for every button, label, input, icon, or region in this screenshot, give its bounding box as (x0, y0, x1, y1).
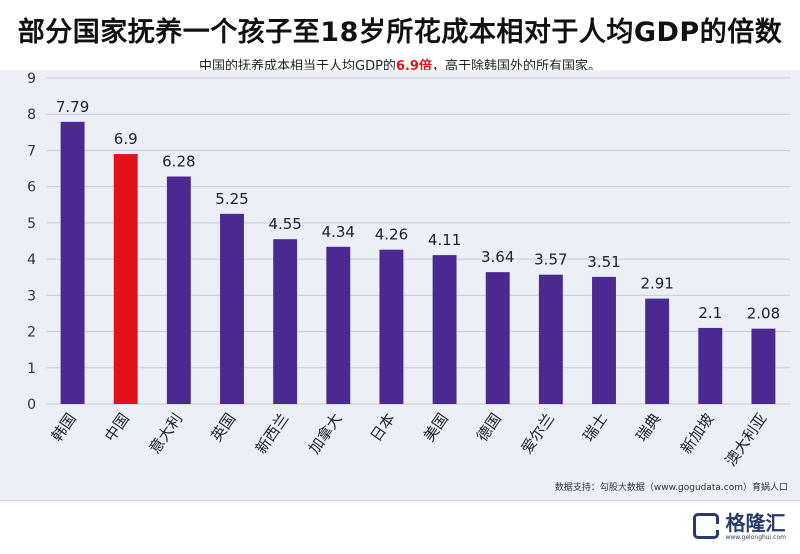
data-label: 6.28 (162, 153, 195, 171)
y-tick-label: 8 (27, 107, 36, 123)
logo: 格隆汇 www.gelonghui.com (693, 510, 786, 542)
bar (220, 213, 244, 404)
y-tick-label: 4 (27, 252, 36, 268)
chart-panel: 0 1 2 3 4 5 6 7 8 9 7.79 韩国 6.9 中国 6.28 意大利 5.25 英国 4.55 新西… (0, 70, 800, 500)
x-tick-label: 德国 (473, 410, 505, 445)
bar (326, 246, 351, 404)
chart-title: 部分国家抚养一个孩子至18岁所花成本相对于人均GDP的倍数 (17, 17, 783, 48)
data-label: 3.51 (587, 253, 620, 271)
data-label: 6.9 (114, 130, 138, 148)
logo-icon (693, 513, 720, 539)
x-tick-label: 美国 (420, 410, 452, 445)
bar (379, 249, 404, 404)
x-tick-label: 瑞士 (579, 410, 611, 445)
y-tick-label: 3 (27, 288, 36, 304)
bar (645, 298, 670, 404)
x-tick-label: 韩国 (48, 410, 80, 445)
x-tick-label: 澳大利亚 (722, 410, 771, 469)
y-tick-label: 2 (27, 325, 36, 341)
y-tick-label: 5 (27, 216, 36, 232)
y-tick-label: 0 (27, 397, 36, 413)
bar (698, 327, 723, 404)
y-tick-label: 9 (27, 71, 36, 87)
data-label: 2.91 (640, 275, 673, 293)
data-label: 4.26 (375, 226, 408, 244)
data-label: 2.08 (747, 305, 780, 323)
bar (432, 255, 457, 404)
data-label: 4.34 (322, 223, 355, 241)
data-label: 2.1 (698, 304, 722, 322)
logo-text: 格隆汇 (725, 510, 786, 535)
y-tick-label: 6 (27, 180, 36, 196)
x-tick-label: 新加坡 (677, 410, 718, 457)
data-source: 数据支持：勾股大数据（www.gogudata.com）育娲人口 (554, 483, 788, 493)
data-label: 3.64 (481, 248, 514, 266)
bar (166, 176, 191, 404)
y-tick-label: 7 (27, 143, 36, 159)
x-tick-label: 新西兰 (252, 410, 293, 457)
x-tick-label: 瑞典 (632, 410, 664, 445)
x-tick-label: 日本 (367, 410, 399, 445)
x-tick-label: 意大利 (146, 410, 187, 457)
bar (592, 276, 616, 404)
data-label: 5.25 (215, 190, 248, 208)
bar (113, 154, 138, 404)
footer-divider (0, 500, 800, 501)
data-label: 4.11 (428, 231, 461, 249)
data-label: 3.57 (534, 251, 567, 269)
data-label: 7.79 (56, 98, 89, 116)
x-tick-label: 爱尔兰 (518, 410, 559, 457)
x-tick-label: 加拿大 (305, 410, 346, 457)
bar (485, 272, 510, 404)
bar (60, 121, 85, 404)
bar (751, 328, 776, 404)
data-label: 4.55 (268, 215, 301, 233)
x-tick-label: 中国 (101, 410, 133, 445)
bar-chart: 0 1 2 3 4 5 6 7 8 9 7.79 韩国 6.9 中国 6.28 意大利 5.25 英国 4.55 新西… (27, 71, 790, 469)
y-tick-label: 1 (27, 361, 36, 377)
logo-url: www.gelonghui.com (725, 533, 786, 541)
bar (538, 274, 563, 404)
x-tick-label: 英国 (207, 410, 239, 445)
bar (273, 239, 298, 404)
